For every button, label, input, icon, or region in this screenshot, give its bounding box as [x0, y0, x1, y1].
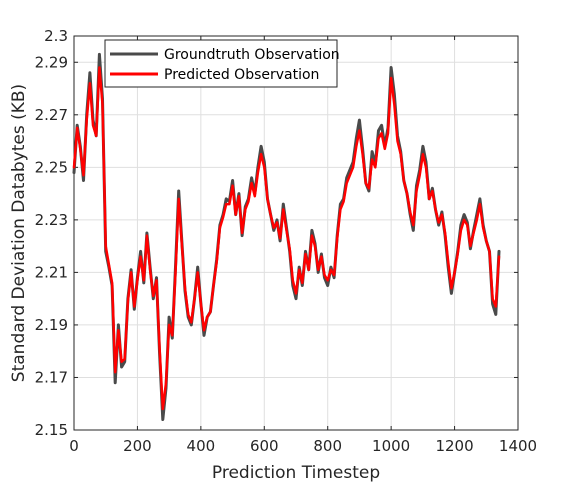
x-tick-label: 600 — [250, 437, 279, 455]
y-axis-label: Standard Deviation Databytes (KB) — [9, 84, 29, 382]
x-tick-label: 0 — [69, 437, 79, 455]
y-tick-label: 2.15 — [35, 421, 68, 439]
x-tick-label: 1400 — [499, 437, 537, 455]
y-tick-label: 2.21 — [35, 263, 68, 281]
plot-area-box — [73, 35, 519, 431]
x-tick-label: 1000 — [372, 437, 410, 455]
legend-label-groundtruth: Groundtruth Observation — [164, 47, 340, 63]
x-tick-label: 800 — [313, 437, 342, 455]
y-tick-label: 2.3 — [44, 27, 68, 45]
legend-label-predicted: Predicted Observation — [164, 67, 319, 83]
y-tick-label: 2.23 — [35, 211, 68, 229]
grid-lines — [73, 35, 519, 431]
legend-box — [104, 39, 338, 88]
series-lines — [72, 52, 501, 421]
y-tick-label: 2.25 — [35, 158, 68, 176]
y-tick-label: 2.29 — [35, 53, 68, 71]
x-tick-label: 1200 — [435, 437, 473, 455]
y-tick-label: 2.17 — [35, 368, 68, 386]
x-tick-label: 200 — [123, 437, 152, 455]
y-tick-label: 2.27 — [35, 106, 68, 124]
legend: Groundtruth Observation Predicted Observ… — [104, 39, 340, 88]
x-axis-label: Prediction Timestep — [212, 463, 380, 483]
axis-ticks: 0 200 400 600 800 1000 1200 1400 2.15 2.17 2.19 2.2… — [35, 27, 538, 455]
y-tick-label: 2.19 — [35, 316, 68, 334]
x-tick-label: 400 — [187, 437, 216, 455]
series-line-predicted — [72, 66, 501, 411]
